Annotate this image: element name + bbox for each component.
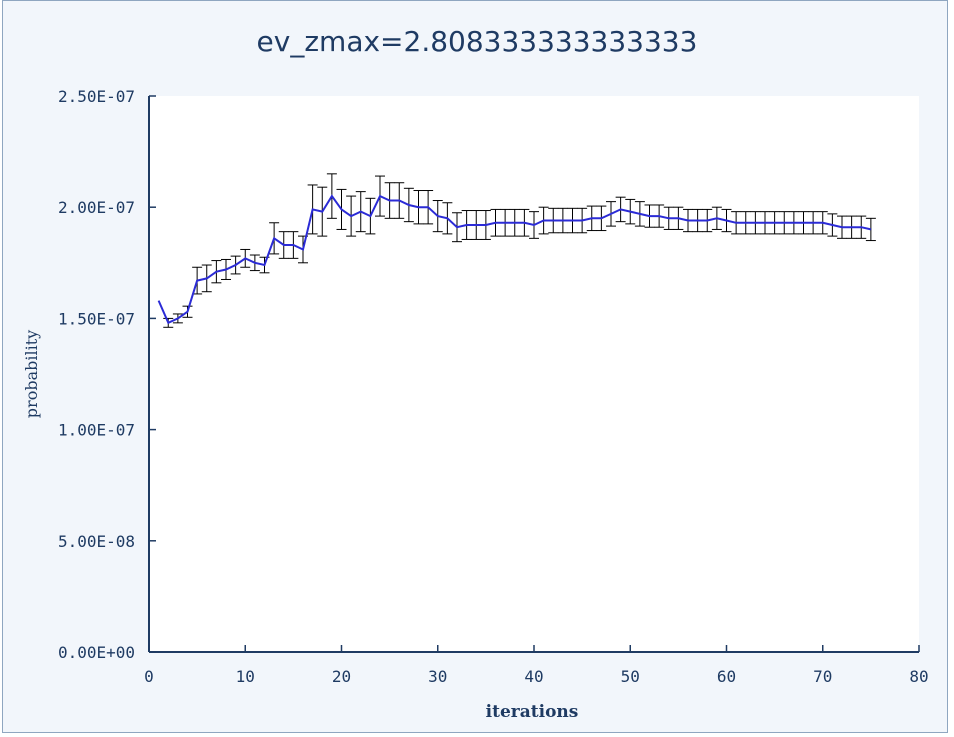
x-tick-label: 40 — [524, 667, 543, 686]
y-tick-label: 2.50E-07 — [58, 87, 135, 106]
x-tick-label: 10 — [236, 667, 255, 686]
y-tick-label: 1.50E-07 — [58, 309, 135, 328]
tick-labels: 0 10 20 30 40 50 60 70 80 0.00E+00 5.00E-08 1.00E-0… — [58, 87, 929, 686]
x-tick-label: 80 — [909, 667, 928, 686]
chart-title: ev_zmax=2.808333333333333 — [257, 25, 698, 58]
x-tick-label: 0 — [144, 667, 154, 686]
x-tick-label: 60 — [717, 667, 736, 686]
x-axis-label: iterations — [486, 702, 579, 722]
chart-svg: ev_zmax=2.808333333333333 0 10 20 30 40 50 60 7… — [22, 25, 929, 722]
axes — [148, 95, 920, 653]
series-line — [157, 194, 872, 325]
y-axis-label: probability — [22, 330, 41, 418]
y-tick-label: 1.00E-07 — [58, 421, 135, 440]
y-tick-label: 5.00E-08 — [58, 532, 135, 551]
y-tick-label: 2.00E-07 — [58, 198, 135, 217]
x-tick-label: 70 — [813, 667, 832, 686]
x-tick-label: 50 — [621, 667, 640, 686]
series-group — [157, 194, 872, 325]
y-tick-label: 0.00E+00 — [58, 643, 135, 662]
x-tick-label: 30 — [428, 667, 447, 686]
plot-area — [149, 96, 919, 652]
x-tick-label: 20 — [332, 667, 351, 686]
